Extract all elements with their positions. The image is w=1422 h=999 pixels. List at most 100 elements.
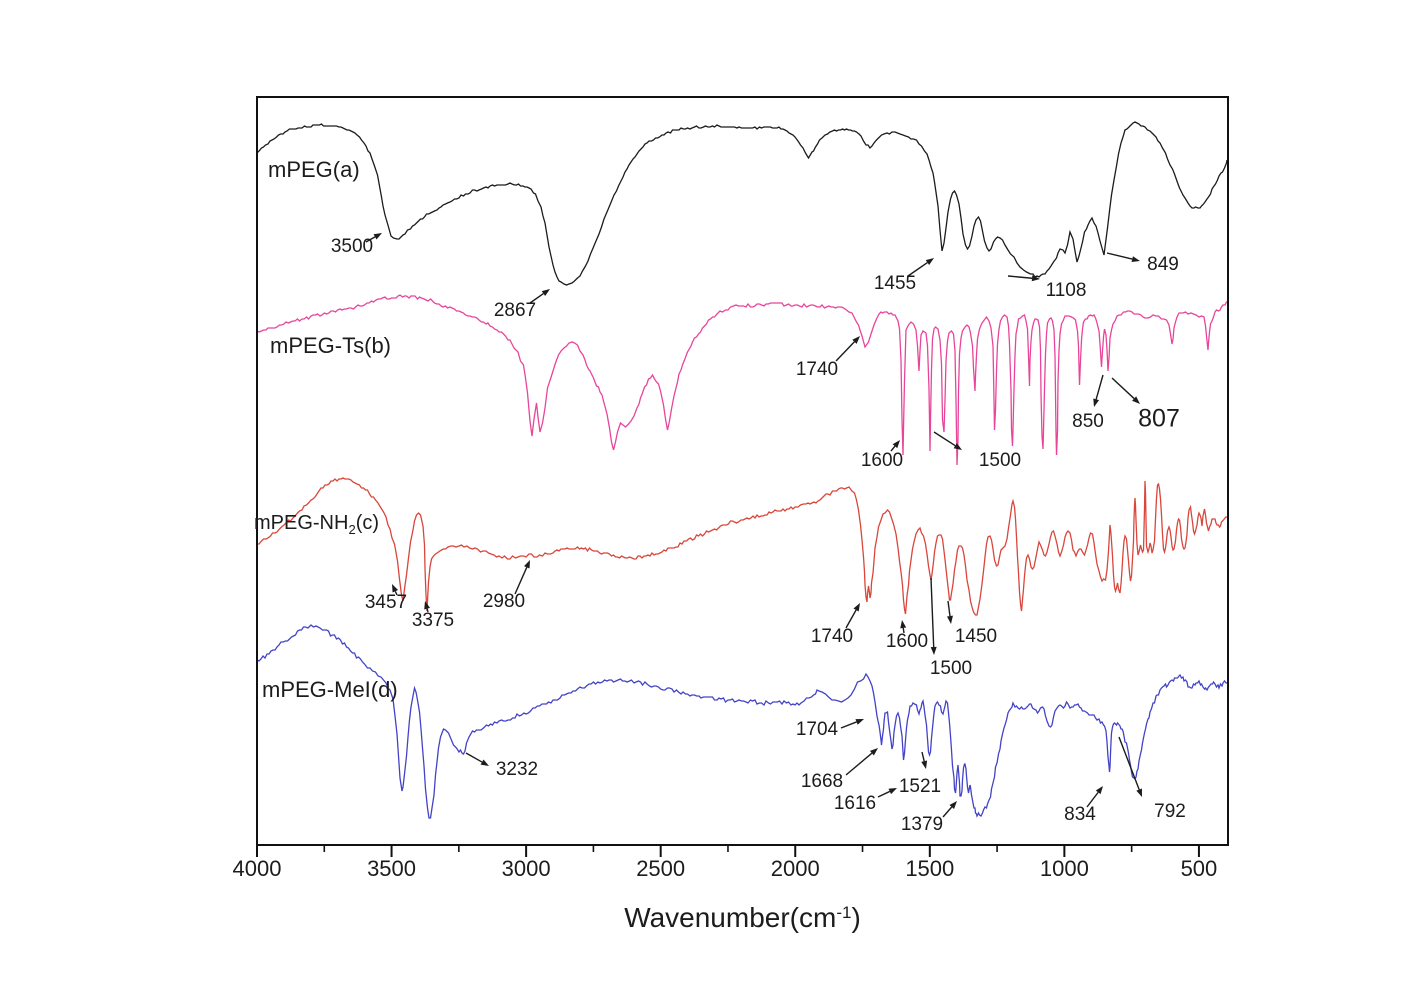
peak-annotation-c-2980: 2980 bbox=[482, 591, 526, 612]
annotation-arrow-line-834 bbox=[1086, 791, 1099, 808]
peak-annotation-c-3457: 3457 bbox=[364, 592, 408, 613]
annotation-arrow-head-3375 bbox=[424, 601, 430, 610]
annotation-arrow-line-1450 bbox=[947, 600, 951, 617]
annotation-arrow-line-1500 bbox=[933, 431, 956, 447]
annotation-arrow-line-850 bbox=[1095, 374, 1104, 400]
annotation-arrow-line-792 bbox=[1118, 736, 1140, 790]
peak-annotation-c-3375: 3375 bbox=[411, 610, 455, 631]
peak-annotation-c-1450: 1450 bbox=[954, 626, 998, 647]
series-label-mpeg-nh2-c-close: (c) bbox=[355, 512, 380, 534]
peak-annotation-d-3232: 3232 bbox=[495, 759, 539, 780]
annotation-arrow-line-1616 bbox=[877, 790, 891, 798]
annotation-arrow-line-1379 bbox=[942, 806, 953, 818]
peak-annotation-d-792: 792 bbox=[1154, 801, 1186, 822]
x-axis-title-superscript: -1 bbox=[836, 903, 852, 922]
peak-annotation-d-1521: 1521 bbox=[898, 776, 942, 797]
annotation-arrow-line-1500 bbox=[930, 577, 935, 648]
annotation-arrow-line-3232 bbox=[465, 752, 483, 763]
peak-annotation-d-1704: 1704 bbox=[795, 719, 839, 740]
peak-annotation-a-849: 849 bbox=[1147, 254, 1179, 275]
annotation-arrow-line-1740 bbox=[845, 609, 857, 629]
x-tick-label-1500: 1500 bbox=[905, 856, 955, 881]
annotation-arrow-line-2980 bbox=[514, 567, 528, 595]
annotation-arrow-head-1668 bbox=[869, 748, 878, 756]
annotation-arrow-head-1600 bbox=[892, 440, 900, 449]
peak-annotation-d-1379: 1379 bbox=[900, 814, 944, 835]
annotation-arrow-head-1616 bbox=[888, 788, 897, 795]
annotation-arrow-head-1600 bbox=[900, 620, 907, 629]
x-tick-label-3500: 3500 bbox=[367, 856, 417, 881]
peak-annotation-d-834: 834 bbox=[1064, 804, 1096, 825]
peak-annotation-b-850: 850 bbox=[1072, 411, 1104, 432]
peak-annotation-a-3500: 3500 bbox=[330, 236, 374, 257]
annotation-arrow-head-792 bbox=[1136, 788, 1142, 797]
peak-annotation-a-2867: 2867 bbox=[493, 300, 537, 321]
annotation-arrow-head-3232 bbox=[480, 759, 489, 766]
annotation-arrow-line-1668 bbox=[845, 752, 873, 776]
x-tick-label-4000: 4000 bbox=[232, 856, 282, 881]
series-label-mpeg-a: mPEG(a) bbox=[268, 157, 360, 182]
annotation-arrow-head-1704 bbox=[855, 719, 864, 725]
series-label-mpeg-nh2-c-main: mPEG-NH bbox=[254, 512, 349, 534]
annotation-arrow-line-3500 bbox=[365, 236, 376, 243]
annotation-arrow-head-1500 bbox=[953, 443, 962, 450]
annotation-arrow-head-1740 bbox=[853, 603, 860, 612]
x-tick-label-500: 500 bbox=[1180, 856, 1218, 881]
x-tick-label-1000: 1000 bbox=[1039, 856, 1089, 881]
annotation-arrow-head-1450 bbox=[946, 615, 953, 624]
annotation-arrow-head-1500 bbox=[930, 646, 937, 655]
series-label-mpeg-nh2-c-sub: 2 bbox=[348, 522, 356, 537]
annotation-arrow-line-1521 bbox=[921, 751, 925, 762]
spectrum-curve-a bbox=[258, 121, 1227, 286]
spectrum-curve-c bbox=[258, 477, 1227, 616]
spectrum-curve-b bbox=[258, 294, 1227, 466]
series-label-mpeg-ts-b: mPEG-Ts(b) bbox=[270, 333, 391, 358]
annotation-arrow-head-1108 bbox=[1031, 275, 1040, 282]
annotation-arrow-head-834 bbox=[1095, 786, 1103, 795]
annotation-arrow-line-1600 bbox=[890, 445, 896, 452]
peak-annotation-b-1500: 1500 bbox=[978, 450, 1022, 471]
annotation-arrow-head-3500 bbox=[373, 233, 382, 240]
annotation-arrow-line-1600 bbox=[902, 627, 905, 634]
peak-annotation-c-1500: 1500 bbox=[929, 658, 973, 679]
annotation-arrow-head-3457 bbox=[392, 584, 399, 593]
peak-annotation-a-1108: 1108 bbox=[1045, 280, 1087, 301]
peak-annotation-b-807: 807 bbox=[1138, 404, 1180, 433]
x-tick-label-3000: 3000 bbox=[501, 856, 551, 881]
x-axis-title: Wavenumber(cm-1) bbox=[257, 902, 1228, 934]
series-label-mpeg-nh2-c: mPEG-NH2(c) bbox=[254, 512, 379, 537]
annotation-arrow-line-849 bbox=[1106, 252, 1133, 260]
annotation-arrow-head-849 bbox=[1131, 256, 1140, 263]
spectrum-curve-d bbox=[258, 624, 1227, 819]
annotation-arrow-head-1379 bbox=[949, 801, 957, 809]
annotation-arrow-line-3457 bbox=[394, 590, 398, 596]
annotation-arrow-line-807 bbox=[1111, 377, 1135, 400]
peak-annotation-c-1740: 1740 bbox=[810, 626, 854, 647]
annotation-arrow-line-1740 bbox=[835, 341, 855, 362]
x-axis-title-close: ) bbox=[851, 902, 861, 933]
x-tick-label-2500: 2500 bbox=[636, 856, 686, 881]
x-tick-label-2000: 2000 bbox=[770, 856, 820, 881]
annotation-arrow-head-1740 bbox=[852, 336, 860, 344]
peak-annotation-b-1600: 1600 bbox=[860, 450, 904, 471]
series-label-mpeg-mei-d: mPEG-MeI(d) bbox=[262, 677, 398, 702]
annotation-arrow-head-2980 bbox=[524, 560, 530, 569]
annotation-arrow-head-2867 bbox=[541, 289, 550, 297]
plot-border bbox=[256, 96, 1229, 846]
annotation-arrow-line-2867 bbox=[529, 293, 544, 304]
annotation-arrow-line-3375 bbox=[426, 608, 429, 613]
peak-annotation-a-1455: 1455 bbox=[873, 273, 917, 294]
annotation-arrow-line-1108 bbox=[1007, 275, 1033, 279]
annotation-arrow-line-1704 bbox=[840, 721, 857, 729]
annotation-arrow-head-850 bbox=[1093, 398, 1100, 407]
peak-annotation-d-1668: 1668 bbox=[800, 771, 844, 792]
peak-annotation-b-1740: 1740 bbox=[795, 359, 839, 380]
annotation-arrow-head-1521 bbox=[921, 760, 928, 769]
peak-annotation-d-1616: 1616 bbox=[833, 793, 877, 814]
annotation-arrow-line-1455 bbox=[907, 261, 928, 277]
peak-annotation-c-1600: 1600 bbox=[885, 631, 929, 652]
annotation-arrow-head-807 bbox=[1132, 396, 1140, 404]
x-axis-title-main: Wavenumber(cm bbox=[624, 902, 837, 933]
